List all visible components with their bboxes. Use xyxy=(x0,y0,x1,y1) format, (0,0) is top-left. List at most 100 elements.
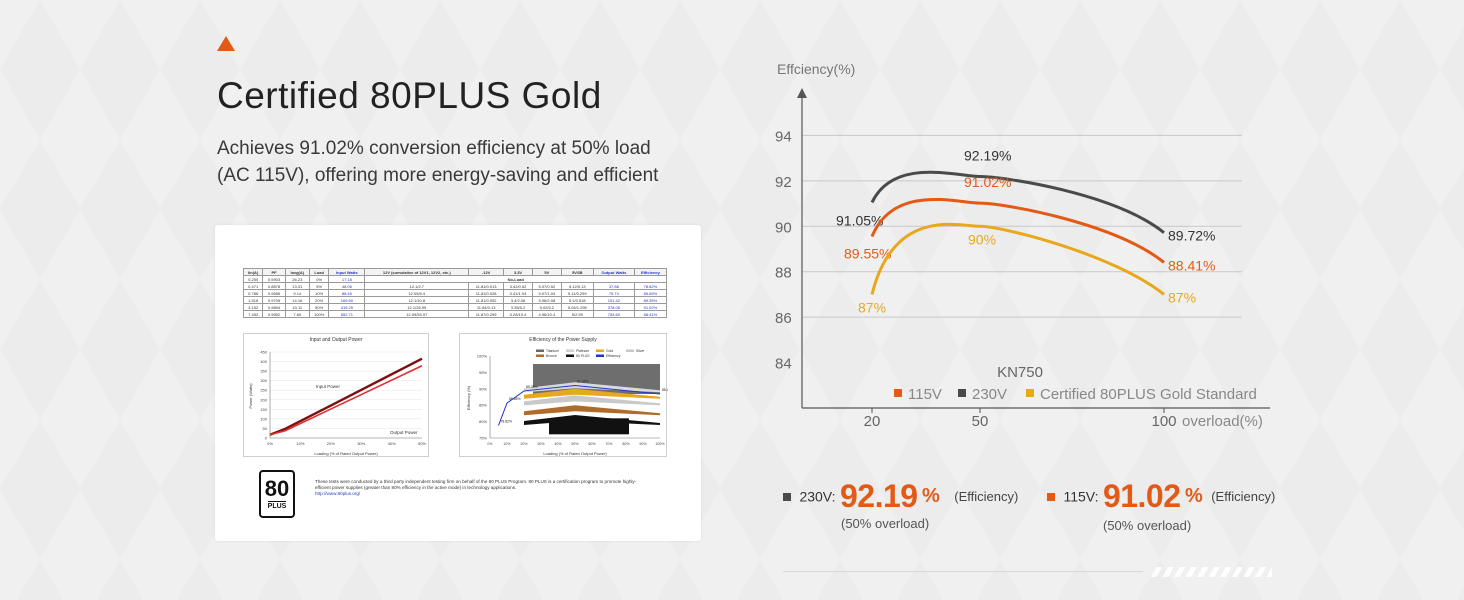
report-table-header-cell: 12V (cumulative of 12V1, 12V2, etc.) xyxy=(364,268,470,276)
report-table-cell: 378.06 xyxy=(592,303,635,311)
report-table-cell: 5.12/0.13 xyxy=(560,282,594,290)
report-table-header-cell: Iin(A) xyxy=(242,268,264,276)
report-table-header-cell: -12V xyxy=(468,268,505,276)
chart-ytick: 88 xyxy=(775,265,792,282)
report-table-cell: 0.471 xyxy=(242,282,264,290)
report-table-cell: 0.9894 xyxy=(262,303,286,311)
power-chart: Input and Output Power 0 50 100 150 200 250 30… xyxy=(243,333,429,457)
report-table-header-cell: 5VSB xyxy=(560,268,594,276)
eff-mini-legend-label: Platinum xyxy=(576,349,589,353)
eff-mini-legend-swatch xyxy=(566,354,574,357)
report-table-cell: 852.71 xyxy=(328,310,366,318)
report-table-cell: 12.1/26.99 xyxy=(364,303,470,311)
eff-mini-legend-label: Bronze xyxy=(546,354,557,358)
report-table-cell: 88.41% xyxy=(633,310,668,318)
report-table-cell: 7.452 xyxy=(242,310,264,318)
report-table-cell: 3.4/2.08 xyxy=(503,296,533,304)
chart-y-axis-arrow-icon xyxy=(797,88,807,98)
power-chart-ytick: 50 xyxy=(263,426,268,431)
eff-mini-xtick: 90% xyxy=(639,442,647,446)
efficiency-chart-svg: 84 86 88 90 92 94 Effciency(%) 20 50 100 overload(… xyxy=(775,61,1270,430)
power-chart-ytick: 100 xyxy=(260,416,267,421)
report-table-row: 0.471 0.8878 13.31 5% 48.06 12.1/2.7 11.81/0.0… xyxy=(242,282,668,290)
eff-mini-xtick: 100% xyxy=(655,442,665,446)
report-table-cell: 17.18 xyxy=(328,275,366,283)
power-chart-ytick: 150 xyxy=(260,407,267,412)
report-table-cell: 26.23 xyxy=(284,275,310,283)
power-chart-xtick: 50% xyxy=(418,441,426,446)
eff-mini-legend-label: 80 PLUS xyxy=(576,354,590,358)
eff-mini-xtick: 60% xyxy=(588,442,596,446)
power-chart-ytick: 450 xyxy=(260,350,267,355)
report-table-cell: 3.35/5.2 xyxy=(503,303,533,311)
chart-data-label: 87% xyxy=(1168,289,1196,305)
chart-ytick: 94 xyxy=(775,128,792,145)
report-link[interactable]: http://www.80plus.org/ xyxy=(315,491,361,496)
chart-legend-label: Certified 80PLUS Gold Standard xyxy=(1040,386,1257,403)
chart-ytick: 84 xyxy=(775,356,792,373)
report-table-cell: 48.06 xyxy=(328,282,366,290)
chart-ylabel: Effciency(%) xyxy=(777,61,855,77)
report-table-header-cell: Load xyxy=(308,268,330,276)
eff-mini-ytick: 90% xyxy=(479,386,487,391)
report-table-cell: 5/2.59 xyxy=(560,310,594,318)
efficiency-mini-chart-title: Efficiency of the Power Supply xyxy=(529,337,597,343)
chart-data-label: 89.72% xyxy=(1168,228,1215,244)
80plus-logo: 80 PLUS xyxy=(259,470,295,518)
report-table-cell: 12.1/10.8 xyxy=(364,296,470,304)
power-chart-ytick: 300 xyxy=(260,378,267,383)
eff-mini-ytick: 100% xyxy=(477,354,488,359)
eff-mini-point-label: 89.35% xyxy=(526,385,538,389)
chart-legend-swatch xyxy=(958,389,966,397)
power-chart-xtick: 0% xyxy=(267,441,273,446)
efficiency-mini-chart-svg: 75% 80% 85% 90% 95% 100% 0% 10% 20% 30% 40% 50% 60% 7… xyxy=(466,349,668,456)
report-table-cell: 0.9656 xyxy=(262,289,286,297)
power-chart-xlabel: Loading (% of Rated Output Power) xyxy=(314,451,378,456)
report-table-cell: 85.65% xyxy=(633,289,668,297)
power-chart-ytick: 0 xyxy=(265,436,268,441)
eff-mini-legend-label: Titanium xyxy=(546,349,559,353)
stat-115v-percent: % xyxy=(1184,485,1203,507)
report-table-cell: 11.84/0.13 xyxy=(468,303,505,311)
report-table-cell: 10.11 xyxy=(284,303,310,311)
chart-legend-label: 115V xyxy=(908,386,942,403)
efficiency-chart: 84 86 88 90 92 94 Effciency(%) 20 50 100 overload(… xyxy=(760,50,1320,440)
chart-title: KN750 xyxy=(997,364,1043,381)
report-table-cell: No-Load xyxy=(364,275,667,283)
chart-legend-swatch xyxy=(894,389,902,397)
stat-115v-sub: (50% overload) xyxy=(1103,518,1192,533)
chart-ytick: 90 xyxy=(775,219,792,236)
report-table-cell: 11.81/0.013 xyxy=(468,282,505,290)
report-table-cell: 0.8878 xyxy=(262,282,286,290)
eff-mini-ytick: 85% xyxy=(479,403,487,408)
power-chart-input-label: Input Power xyxy=(316,384,341,389)
report-table-cell: 0.9705 xyxy=(262,296,286,304)
report-table-cell: 5.02/5.2 xyxy=(531,303,562,311)
stat-230v: 230V: 92.19 % (Efficiency) (50% overload… xyxy=(783,478,1018,531)
chart-legend-swatch xyxy=(1026,389,1034,397)
report-table-cell: 3.28/10.4 xyxy=(503,310,533,318)
stat-115v-label: 115V: xyxy=(1063,488,1099,505)
eff-mini-ytick: 80% xyxy=(479,419,487,424)
report-table-cell: 753.69 xyxy=(592,310,635,318)
stat-230v-percent: % xyxy=(922,485,940,507)
eff-mini-ylabel: Efficiency (%) xyxy=(466,385,471,410)
report-table-cell: 0% xyxy=(308,275,330,283)
report-table-cell: 5.1/0.518 xyxy=(560,296,594,304)
description: Achieves 91.02% conversion efficiency at… xyxy=(217,135,707,189)
chart-series-line-115v xyxy=(870,198,1165,264)
report-table-cell: 89.35% xyxy=(633,296,668,304)
chart-data-label: 89.55% xyxy=(844,246,891,262)
eff-mini-legend-swatch xyxy=(536,354,544,357)
intro-section: Certified 80PLUS Gold Achieves 91.02% co… xyxy=(217,36,707,189)
report-table-cell: 0.9952 xyxy=(262,310,286,318)
report-table-cell: 9.14 xyxy=(284,289,310,297)
eff-mini-legend-label: Gold xyxy=(606,349,613,353)
eff-mini-legend-label: Silver xyxy=(636,349,645,353)
eff-mini-point-label: 91.02% xyxy=(577,379,589,383)
report-note: These tests were conducted by a third pa… xyxy=(315,479,645,497)
eff-mini-legend-swatch xyxy=(566,349,574,352)
stat-230v-sub: (50% overload) xyxy=(841,516,930,531)
eff-mini-legend-swatch xyxy=(596,349,604,352)
eff-mini-xtick: 50% xyxy=(571,442,579,446)
